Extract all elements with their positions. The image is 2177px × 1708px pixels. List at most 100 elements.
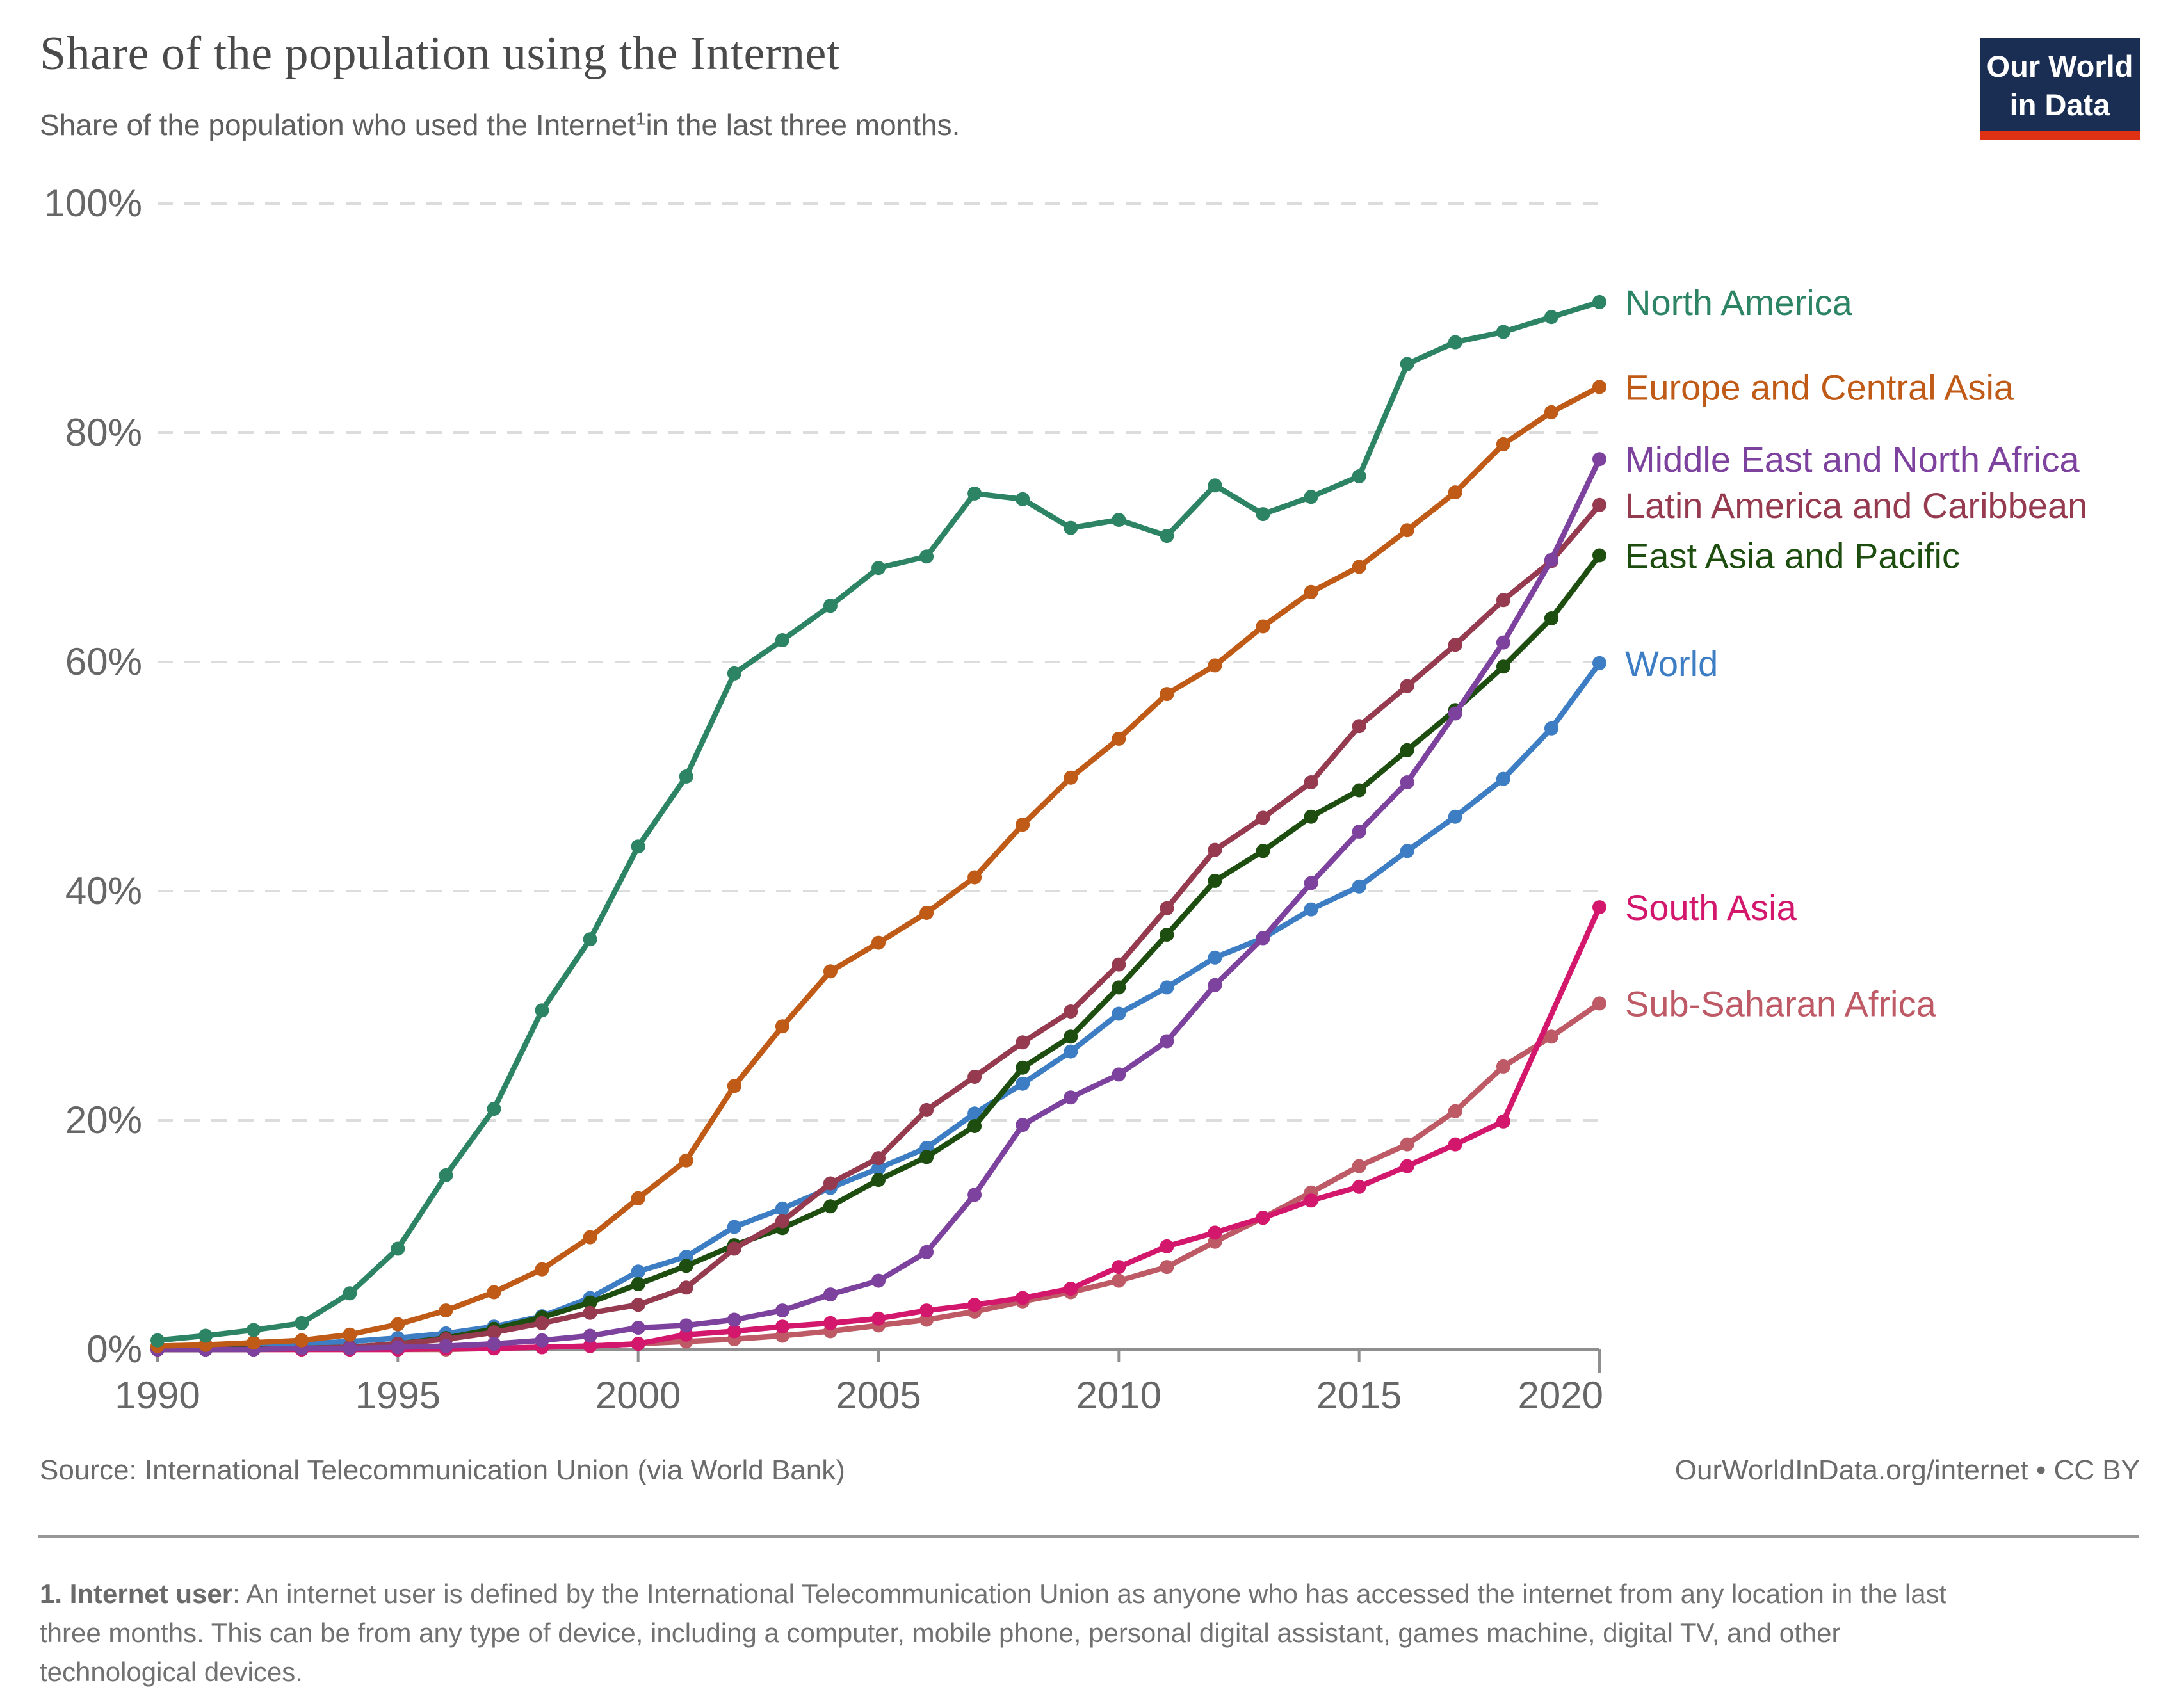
series-line-latin-america-and-caribbean[interactable] <box>154 502 1603 1353</box>
series-dot <box>1496 325 1510 339</box>
series-north-america: North America <box>150 282 1853 1348</box>
series-dot <box>1352 783 1366 798</box>
series-dot <box>1112 1273 1126 1288</box>
series-dot <box>631 1337 645 1351</box>
series-dot <box>631 1277 645 1291</box>
series-dot <box>1592 996 1606 1011</box>
series-dot <box>1400 844 1414 858</box>
series-dot <box>1544 552 1558 567</box>
page-title: Share of the population using the Intern… <box>40 28 840 80</box>
series-dot <box>295 1316 309 1330</box>
series-dot <box>919 1245 934 1259</box>
series-dot <box>727 1220 741 1234</box>
series-dot <box>150 1333 165 1348</box>
series-dot <box>1592 656 1606 670</box>
series-dot <box>439 1303 453 1318</box>
series-dot <box>679 1153 693 1168</box>
series-dot <box>1256 507 1270 522</box>
series-label-east-asia-and-pacific[interactable]: East Asia and Pacific <box>1625 536 1960 576</box>
subtitle-superscript: 1 <box>635 108 646 129</box>
series-dot <box>583 1339 597 1353</box>
x-tick-label: 1995 <box>355 1374 441 1417</box>
subtitle-text: Share of the population who used the Int… <box>40 108 636 141</box>
series-dot <box>1448 1104 1462 1118</box>
series-dot <box>1064 770 1078 785</box>
series-dot <box>823 599 838 613</box>
owid-logo[interactable]: Our World in Data <box>1980 38 2140 140</box>
series-label-latin-america-and-caribbean[interactable]: Latin America and Caribbean <box>1625 485 2087 526</box>
series-dot <box>535 1333 549 1348</box>
series-dot <box>295 1333 309 1348</box>
series-dot <box>631 1298 645 1312</box>
x-tick-label: 2005 <box>836 1374 921 1417</box>
series-dot <box>1448 1137 1462 1152</box>
series-dot <box>1544 611 1558 625</box>
series-dot <box>198 1328 213 1343</box>
series-dot <box>247 1323 261 1337</box>
series-label-south-asia[interactable]: South Asia <box>1625 887 1797 928</box>
series-dot <box>1592 548 1606 563</box>
series-dot <box>727 1079 741 1093</box>
series-label-north-america[interactable]: North America <box>1625 282 1853 323</box>
series-dot <box>823 1316 838 1330</box>
series-line-middle-east-and-north-africa[interactable] <box>154 456 1603 1353</box>
series-line-east-asia-and-pacific[interactable] <box>154 552 1603 1353</box>
series-dot <box>1544 405 1558 419</box>
series-dot <box>439 1168 453 1182</box>
series-dot <box>247 1335 261 1350</box>
series-dot <box>1160 1260 1174 1275</box>
series-dot <box>1544 721 1558 736</box>
series-label-europe-and-central-asia[interactable]: Europe and Central Asia <box>1625 367 2014 407</box>
series-dot <box>1352 1159 1366 1173</box>
series-dot <box>1016 492 1030 506</box>
series-label-world[interactable]: World <box>1625 643 1718 684</box>
x-tick-label: 2015 <box>1316 1374 1402 1417</box>
series-dot <box>1400 1159 1414 1173</box>
series-dot <box>1448 809 1462 824</box>
series-dot <box>1256 931 1270 946</box>
series-dot <box>727 666 741 681</box>
series-line-world[interactable] <box>154 660 1603 1350</box>
series-dot <box>1016 1035 1030 1050</box>
series-dot <box>1160 1034 1174 1049</box>
series-dot <box>1256 1211 1270 1225</box>
series-label-middle-east-and-north-africa[interactable]: Middle East and North Africa <box>1625 439 2080 479</box>
x-tick-label: 1990 <box>115 1374 200 1417</box>
series-dot <box>967 1119 982 1133</box>
series-dot <box>1064 520 1078 535</box>
series-dot <box>583 932 597 947</box>
series-dot <box>1064 1004 1078 1019</box>
series-dot <box>1496 1114 1510 1129</box>
series-dot <box>1352 560 1366 574</box>
series-dot <box>391 1317 405 1332</box>
series-dot <box>1400 1137 1414 1152</box>
series-dot <box>1208 950 1222 965</box>
series-sub-saharan-africa: Sub-Saharan Africa <box>150 983 1936 1357</box>
series-dot <box>391 1340 405 1355</box>
series-dot <box>871 1161 886 1176</box>
series-dot <box>1112 513 1126 527</box>
series-dot <box>1208 478 1222 493</box>
series-dot <box>1160 529 1174 544</box>
series-dot <box>631 1264 645 1279</box>
series-label-sub-saharan-africa[interactable]: Sub-Saharan Africa <box>1625 983 1936 1024</box>
series-dot <box>1448 638 1462 652</box>
series-dot <box>1352 879 1366 894</box>
series-dot <box>391 1241 405 1256</box>
series-dot <box>343 1286 357 1301</box>
y-tick-label: 80% <box>65 411 142 454</box>
series-dot <box>871 1151 886 1166</box>
series-dot <box>1352 1179 1366 1194</box>
series-dot <box>1592 900 1606 915</box>
series-dot <box>1592 380 1606 394</box>
x-tick-label: 2000 <box>595 1374 681 1417</box>
subtitle-text-2: in the last three months. <box>645 108 960 141</box>
series-dot <box>1304 775 1318 789</box>
series-dot <box>535 1003 549 1018</box>
series-dot <box>1448 335 1462 350</box>
source-link[interactable]: OurWorldInData.org/internet <box>1674 1454 2028 1486</box>
source-attribution: OurWorldInData.org/internet • CC BY <box>1675 1454 2140 1486</box>
series-dot <box>1496 635 1510 650</box>
